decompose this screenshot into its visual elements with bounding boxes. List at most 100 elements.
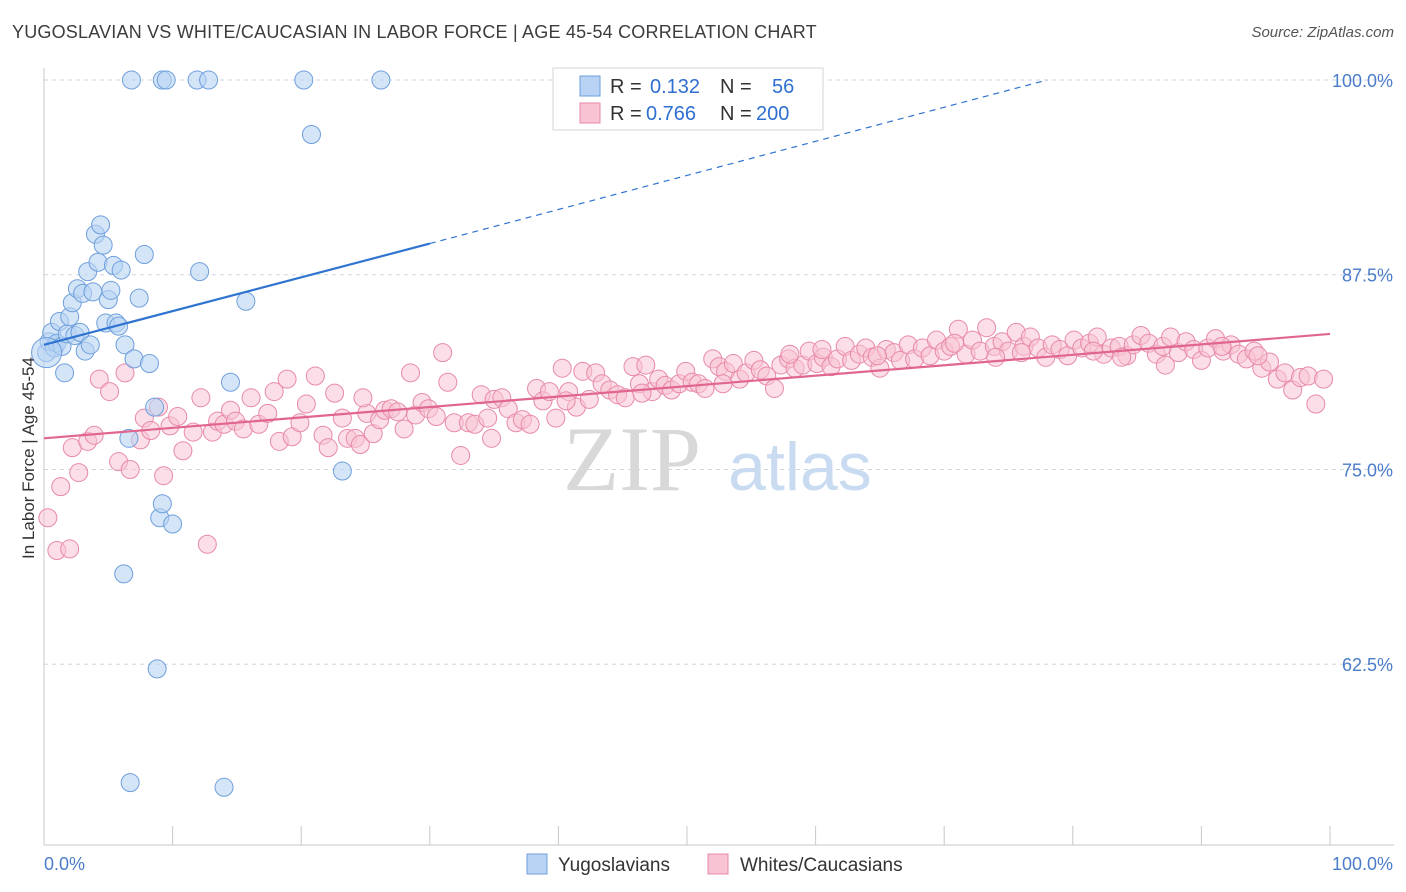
- yugoslavian-point-20: [88, 252, 108, 272]
- source-label: Source: ZipAtlas.com: [1251, 24, 1394, 41]
- whites-point-23: [197, 534, 217, 554]
- whites-point-3: [60, 539, 80, 559]
- whites-point-22: [191, 388, 211, 408]
- watermark-zip: ZIP: [563, 408, 701, 510]
- whites-point-42: [325, 383, 345, 403]
- whites-point-77: [552, 358, 572, 378]
- legend-n-label-1: N =: [720, 76, 752, 98]
- legend-swatch-pink: [579, 102, 601, 124]
- whites-point-184: [482, 428, 502, 448]
- whites-point-33: [264, 382, 284, 402]
- yugoslavian-trend-line: [43, 242, 431, 346]
- whites-point-189: [986, 347, 1006, 367]
- bottom-legend-label-2: Whites/Caucasians: [740, 855, 903, 876]
- whites-point-72: [520, 414, 540, 434]
- yugoslavian-point-17: [80, 335, 100, 355]
- y-tick-label-0: 62.5%: [1342, 655, 1393, 675]
- whites-point-62: [451, 445, 471, 465]
- yugoslavian-trend-extension: [429, 79, 1048, 245]
- y-tick-label-2: 87.5%: [1342, 266, 1393, 286]
- legend-swatch-blue: [579, 75, 601, 97]
- y-tick-label-1: 75.0%: [1342, 460, 1393, 480]
- whites-point-32: [258, 403, 278, 423]
- watermark: ZIP atlas: [563, 408, 872, 510]
- yugoslavian-point-40: [114, 564, 134, 584]
- yugoslavian-point-25: [101, 280, 121, 300]
- whites-point-66: [478, 408, 498, 428]
- whites-point-12: [120, 459, 140, 479]
- chart-title: YUGOSLAVIAN VS WHITE/CAUCASIAN IN LABOR …: [12, 22, 817, 42]
- whites-point-46: [350, 435, 370, 455]
- x-tick-label-0: 0.0%: [44, 854, 85, 874]
- whites-point-181: [1298, 366, 1318, 386]
- x-tick-label-1: 100.0%: [1332, 854, 1393, 874]
- whites-point-182: [1306, 394, 1326, 414]
- yugoslavian-point-46: [156, 70, 176, 90]
- whites-point-0: [38, 508, 58, 528]
- whites-point-30: [241, 388, 261, 408]
- legend-r-label-1: R =: [610, 76, 642, 98]
- whites-point-199: [1248, 346, 1268, 366]
- whites-trend-line: [43, 332, 1331, 440]
- yugoslavian-point-49: [294, 70, 314, 90]
- whites-point-39: [305, 366, 325, 386]
- whites-point-183: [1314, 369, 1334, 389]
- whites-point-53: [394, 419, 414, 439]
- yugoslavian-point-7: [55, 363, 75, 383]
- yugoslavian-point-33: [129, 288, 149, 308]
- legend-n-label-2: N =: [720, 103, 752, 125]
- whites-point-191: [632, 383, 652, 403]
- legend-n-value-2: 200: [756, 103, 789, 125]
- yugoslavian-point-29: [111, 260, 131, 280]
- yugoslavian-point-50: [371, 70, 391, 90]
- yugoslavian-point-54: [236, 291, 256, 311]
- yugoslavian-point-44: [121, 70, 141, 90]
- y-tick-label-3: 100.0%: [1332, 71, 1393, 91]
- yugoslavian-point-34: [134, 244, 154, 264]
- whites-point-59: [433, 343, 453, 363]
- whites-point-2: [51, 477, 71, 497]
- whites-point-5: [69, 463, 89, 483]
- whites-point-185: [812, 340, 832, 360]
- yugoslavian-point-53: [220, 372, 240, 392]
- yugoslavian-point-42: [120, 773, 140, 793]
- whites-point-195: [1112, 347, 1132, 367]
- whites-point-38: [296, 394, 316, 414]
- yugoslavian-point-39: [163, 514, 183, 534]
- whites-point-196: [1212, 336, 1232, 356]
- whites-point-76: [546, 408, 566, 428]
- whites-point-186: [944, 333, 964, 353]
- watermark-atlas: atlas: [728, 429, 872, 505]
- yugoslavian-point-41: [147, 659, 167, 679]
- yugoslavian-point-51: [301, 125, 321, 145]
- legend-box: R = 0.132 N = 56 R = 0.766 N = 200: [552, 67, 824, 131]
- axes: [43, 68, 1394, 846]
- yugoslavian-point-38: [152, 494, 172, 514]
- whites-point-8: [89, 369, 109, 389]
- whites-point-35: [277, 369, 297, 389]
- yugoslavian-point-35: [139, 354, 159, 374]
- whites-point-187: [1083, 341, 1103, 361]
- whites-point-54: [401, 363, 421, 383]
- whites-point-20: [173, 441, 193, 461]
- yugoslavian-point-31: [119, 428, 139, 448]
- yugoslavian-point-55: [332, 461, 352, 481]
- yugoslavian-point-52: [190, 262, 210, 282]
- whites-point-52: [388, 402, 408, 422]
- yugoslavian-point-36: [145, 397, 165, 417]
- whites-point-17: [154, 466, 174, 486]
- whites-point-9: [100, 382, 120, 402]
- bottom-legend-swatch-pink: [707, 853, 729, 875]
- whites-point-192: [867, 346, 887, 366]
- tick-labels: 62.5% 75.0% 87.5% 100.0% 0.0% 100.0%: [44, 71, 1393, 874]
- whites-point-188: [1155, 355, 1175, 375]
- whites-point-19: [168, 407, 188, 427]
- legend-n-value-1: 56: [772, 76, 794, 98]
- trend-lines: [43, 79, 1331, 440]
- whites-point-98: [695, 378, 715, 398]
- whites-point-198: [353, 388, 373, 408]
- whites-point-11: [115, 363, 135, 383]
- whites-point-89: [636, 355, 656, 375]
- whites-point-58: [426, 407, 446, 427]
